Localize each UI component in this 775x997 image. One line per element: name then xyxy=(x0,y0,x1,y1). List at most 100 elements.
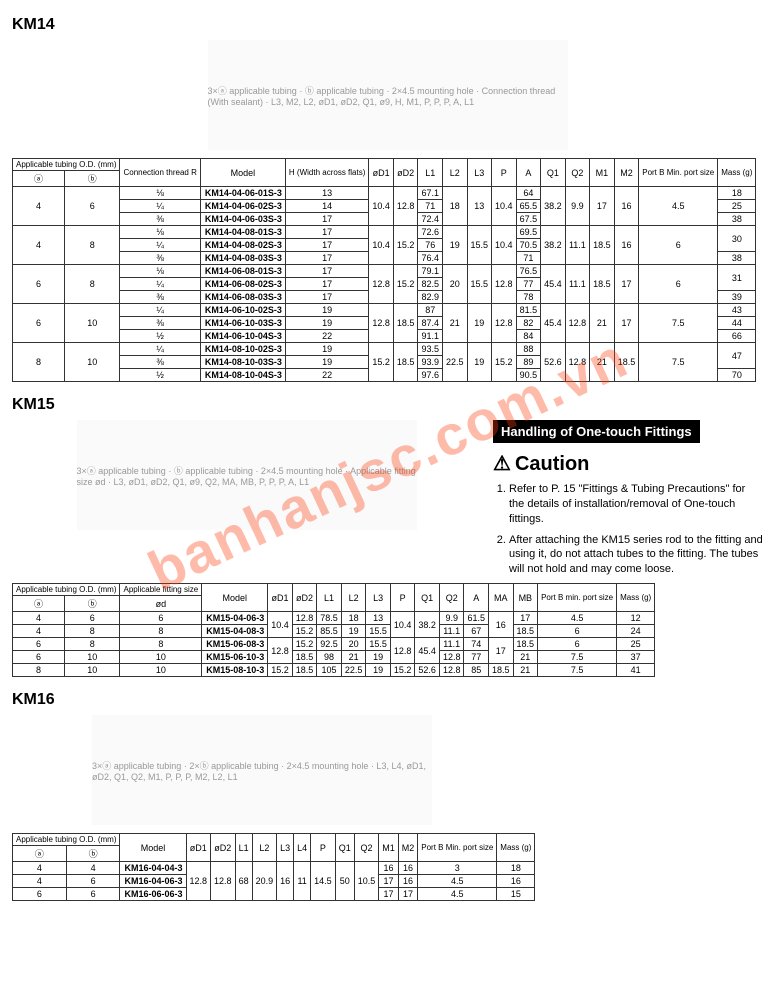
th-H: H (Width across flats) xyxy=(285,159,368,187)
table-cell: 16 xyxy=(379,862,399,875)
table-cell: 10.4 xyxy=(390,612,415,638)
caution-item: After attaching the KM15 series rod to t… xyxy=(509,533,763,578)
th-a: ⓐ xyxy=(13,596,65,612)
table-cell: 12.8 xyxy=(186,862,211,901)
table-cell: KM16-06-06-3 xyxy=(120,888,186,901)
th-L3: L3 xyxy=(366,584,391,612)
table-cell: 79.1 xyxy=(418,265,443,278)
table-cell: 90.5 xyxy=(516,369,541,382)
table-cell: 12.8 xyxy=(211,862,236,901)
table-cell: 15.5 xyxy=(467,226,492,265)
table-cell: 20 xyxy=(341,638,366,651)
table-cell: 4.5 xyxy=(538,612,617,625)
table-cell: 70.5 xyxy=(516,239,541,252)
table-cell: 72.6 xyxy=(418,226,443,239)
table-cell: 4.5 xyxy=(639,187,718,226)
table-cell: 8 xyxy=(13,343,65,382)
th-a: ⓐ xyxy=(13,171,65,187)
km15-diagram: 3×ⓐ applicable tubing · ⓑ applicable tub… xyxy=(77,420,417,530)
table-cell: 15.2 xyxy=(393,265,418,304)
caution-title: Caution xyxy=(493,451,763,476)
table-cell: 6 xyxy=(66,888,120,901)
table-cell: 71 xyxy=(418,200,443,213)
table-cell: 72.4 xyxy=(418,213,443,226)
table-cell: ⅜ xyxy=(120,213,200,226)
table-cell: 17 xyxy=(489,638,514,664)
table-cell: KM16-04-04-3 xyxy=(120,862,186,875)
table-cell: 12 xyxy=(617,612,655,625)
th-D1: øD1 xyxy=(369,159,394,187)
table-cell: KM14-04-08-03S-3 xyxy=(200,252,285,265)
table-cell: 12.8 xyxy=(565,304,590,343)
table-cell: 44 xyxy=(718,317,756,330)
table-cell: 4.5 xyxy=(418,875,497,888)
table-cell: 82.5 xyxy=(418,278,443,291)
th-L2: L2 xyxy=(341,584,366,612)
table-cell: 17 xyxy=(398,888,418,901)
table-cell: 14 xyxy=(285,200,368,213)
table-cell: 17 xyxy=(614,265,639,304)
table-cell: 66 xyxy=(718,330,756,343)
table-cell: 18.5 xyxy=(292,651,317,664)
table-cell: 38 xyxy=(718,252,756,265)
table-cell: 84 xyxy=(516,330,541,343)
table-cell: 81.5 xyxy=(516,304,541,317)
km14-diagram: 3×ⓐ applicable tubing · ⓑ applicable tub… xyxy=(208,40,568,150)
table-cell: 78 xyxy=(516,291,541,304)
table-cell: KM14-08-10-03S-3 xyxy=(200,356,285,369)
table-cell: 98 xyxy=(317,651,342,664)
table-cell: 21 xyxy=(590,343,615,382)
th-portB: Port B Min. port size xyxy=(639,159,718,187)
table-cell: 87 xyxy=(418,304,443,317)
table-cell: 4 xyxy=(13,862,67,875)
table-cell: 17 xyxy=(614,304,639,343)
table-cell: 19 xyxy=(285,317,368,330)
th-tubing: Applicable tubing O.D. (mm) xyxy=(13,834,120,846)
table-cell: 11.1 xyxy=(439,625,464,638)
table-cell: 38.2 xyxy=(541,226,566,265)
table-cell: 15.5 xyxy=(366,638,391,651)
table-cell: 77 xyxy=(464,651,489,664)
table-cell: 10.5 xyxy=(354,862,379,901)
table-cell: 4.5 xyxy=(418,888,497,901)
table-cell: 15.5 xyxy=(366,625,391,638)
table-cell: 8 xyxy=(120,625,202,638)
th-MA: MA xyxy=(489,584,514,612)
table-cell: 10.4 xyxy=(369,226,394,265)
th-model: Model xyxy=(202,584,268,612)
table-cell: 22.5 xyxy=(341,664,366,677)
table-cell: 11.1 xyxy=(565,226,590,265)
table-cell: 12.8 xyxy=(492,265,517,304)
table-cell: ¼ xyxy=(120,239,200,252)
table-cell: 12.8 xyxy=(268,638,293,664)
th-D2: øD2 xyxy=(211,834,236,862)
table-cell: 17 xyxy=(285,252,368,265)
table-cell: ⅜ xyxy=(120,291,200,304)
km16-diagram: 3×ⓐ applicable tubing · 2×ⓑ applicable t… xyxy=(92,715,432,825)
table-cell: 20 xyxy=(442,265,467,304)
table-cell: 76 xyxy=(418,239,443,252)
table-cell: ⅛ xyxy=(120,226,200,239)
table-cell: 12.8 xyxy=(393,187,418,226)
table-cell: 16 xyxy=(497,875,535,888)
table-cell: 41 xyxy=(617,664,655,677)
table-cell: 9.9 xyxy=(439,612,464,625)
table-row: 68⅛KM14-06-08-01S-31712.815.279.12015.51… xyxy=(13,265,756,278)
table-cell: 6 xyxy=(13,638,65,651)
table-cell: KM15-06-08-3 xyxy=(202,638,268,651)
th-L1: L1 xyxy=(317,584,342,612)
table-row: 61010KM15-06-10-318.598211912.877217.537 xyxy=(13,651,655,664)
table-cell: 18.5 xyxy=(513,625,538,638)
handling-title: Handling of One-touch Fittings xyxy=(493,420,700,443)
th-tubing: Applicable tubing O.D. (mm) xyxy=(13,159,120,171)
table-cell: 16 xyxy=(277,862,294,901)
table-cell: 38 xyxy=(718,213,756,226)
table-cell: 6 xyxy=(13,888,67,901)
table-row: 48⅛KM14-04-08-01S-31710.415.272.61915.51… xyxy=(13,226,756,239)
th-b: ⓑ xyxy=(65,171,120,187)
table-cell: 25 xyxy=(617,638,655,651)
table-cell: 37 xyxy=(617,651,655,664)
table-cell: KM16-04-06-3 xyxy=(120,875,186,888)
table-cell: 17 xyxy=(379,875,399,888)
table-cell: 10.4 xyxy=(492,226,517,265)
